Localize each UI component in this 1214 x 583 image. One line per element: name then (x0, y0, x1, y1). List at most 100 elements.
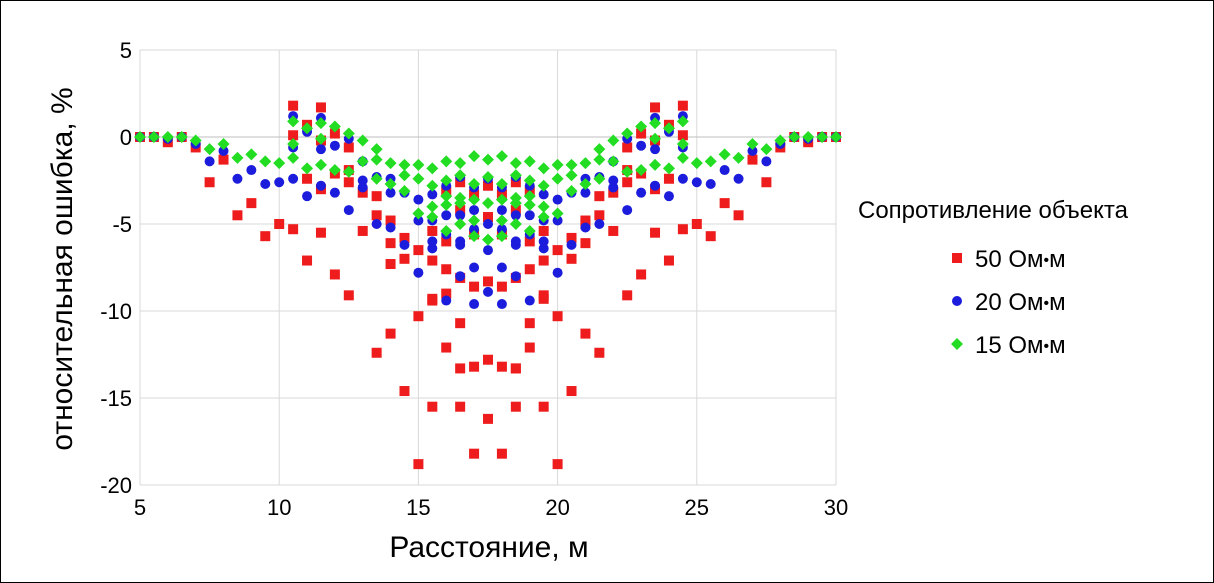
data-point (288, 173, 299, 184)
data-point (524, 318, 535, 329)
data-point (412, 158, 425, 171)
x-tick-label: 10 (267, 495, 291, 520)
data-point (524, 236, 535, 247)
data-point (468, 193, 481, 206)
data-point (761, 156, 772, 167)
data-point (314, 132, 327, 145)
data-point (622, 205, 633, 216)
data-point (663, 173, 674, 184)
data-point (705, 178, 716, 189)
data-point (482, 153, 494, 166)
legend-marker (952, 253, 962, 263)
data-point (509, 218, 522, 230)
data-point (761, 177, 772, 188)
legend-marker (951, 338, 963, 350)
data-point (371, 347, 382, 358)
data-point (649, 132, 662, 145)
data-point (370, 172, 383, 185)
data-point (523, 190, 536, 203)
data-point (552, 245, 563, 256)
data-point (455, 205, 466, 216)
data-point (189, 134, 202, 147)
data-point (495, 214, 508, 227)
data-point (802, 131, 815, 143)
data-point (483, 212, 493, 223)
legend-entry-dot: • (1044, 338, 1050, 355)
data-point (455, 363, 466, 374)
data-point (356, 155, 369, 168)
data-point (622, 142, 633, 153)
data-point (246, 165, 257, 176)
data-point (565, 184, 578, 197)
data-point (426, 200, 439, 213)
data-point (677, 100, 688, 111)
data-point (537, 162, 550, 175)
data-point (691, 219, 702, 229)
data-point (441, 264, 452, 275)
data-point (356, 134, 369, 147)
data-point (538, 401, 549, 412)
data-point (329, 140, 340, 151)
data-point (830, 131, 842, 143)
data-point (427, 293, 438, 304)
data-point (440, 224, 453, 237)
data-point (455, 401, 466, 412)
data-point (455, 318, 466, 329)
data-point (594, 219, 605, 229)
data-point (566, 253, 577, 264)
data-point (427, 401, 438, 412)
data-point (413, 267, 424, 278)
data-point (747, 154, 758, 165)
data-point (440, 198, 453, 211)
data-point (412, 172, 425, 185)
x-tick-label: 20 (545, 495, 569, 520)
data-point (357, 175, 368, 186)
data-point (288, 130, 299, 141)
data-point (287, 115, 300, 128)
data-point (650, 144, 661, 155)
data-point (232, 210, 243, 221)
data-point (370, 153, 383, 166)
data-point (538, 293, 549, 304)
data-point (483, 413, 493, 424)
data-point (384, 177, 397, 190)
data-point (483, 286, 493, 297)
data-point (622, 177, 633, 188)
data-point (385, 238, 396, 249)
y-tick-label: -20 (100, 473, 132, 498)
legend-marker (952, 296, 962, 306)
y-tick-label: -15 (100, 386, 132, 411)
data-point (524, 264, 535, 275)
data-point (552, 194, 563, 205)
data-point (246, 198, 257, 209)
data-point (427, 255, 438, 266)
data-point (580, 222, 591, 233)
data-point (608, 175, 619, 186)
data-point (552, 459, 563, 470)
data-point (816, 131, 829, 143)
series-3 (134, 115, 842, 246)
data-point (537, 179, 550, 192)
data-point (551, 207, 564, 220)
data-point (523, 224, 536, 237)
data-point (301, 122, 314, 135)
data-point (788, 131, 801, 143)
legend-entry-value: 20 Ом (975, 289, 1044, 316)
data-point (288, 224, 299, 235)
data-point (371, 219, 382, 229)
data-point (483, 354, 493, 365)
data-point (496, 205, 507, 216)
data-point (343, 205, 354, 216)
data-point (287, 151, 300, 164)
data-point (566, 239, 577, 250)
y-axis-title: относительная ошибка, % (46, 87, 79, 450)
data-point (469, 361, 480, 372)
data-point (662, 122, 675, 135)
y-tick-label: -5 (112, 212, 132, 237)
data-point (510, 205, 521, 216)
data-point (232, 173, 243, 184)
data-point (496, 281, 507, 292)
data-point (621, 165, 634, 178)
data-point (523, 155, 536, 168)
